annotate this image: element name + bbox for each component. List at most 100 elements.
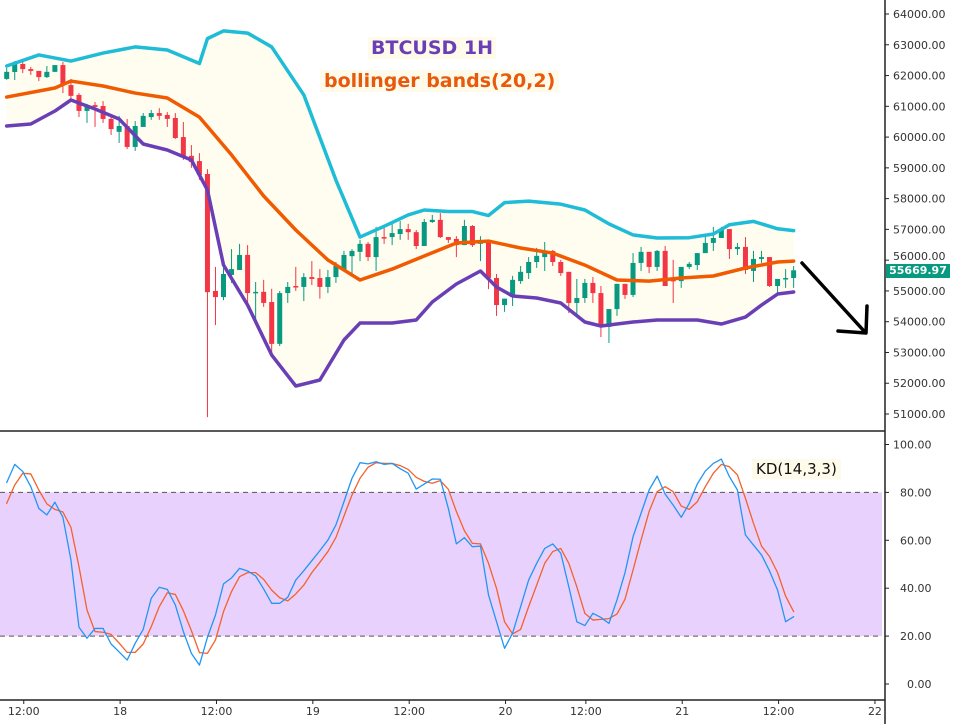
candle — [349, 249, 355, 275]
candle — [124, 118, 130, 150]
candle — [277, 290, 283, 347]
candle — [317, 269, 323, 299]
candle-body — [204, 174, 210, 293]
candle-body — [582, 282, 588, 299]
price-tick-label: 57000.00 — [893, 223, 946, 236]
candle-body — [445, 237, 451, 240]
candle-body — [678, 266, 684, 282]
kd-band-fill — [0, 492, 882, 637]
candle-body — [381, 237, 387, 239]
candle — [92, 102, 98, 127]
candle-body — [28, 69, 34, 71]
candle — [542, 242, 548, 271]
candle-body — [421, 222, 427, 247]
candle-body — [550, 250, 556, 263]
candle-body — [437, 219, 443, 238]
candle — [405, 223, 411, 240]
candle-body — [84, 105, 90, 111]
time-tick-label: 12:00 — [393, 705, 425, 718]
candle-body — [245, 254, 251, 294]
candle-body — [791, 270, 797, 279]
candle — [180, 122, 186, 160]
candle — [582, 278, 588, 303]
candle — [670, 259, 676, 303]
candle-body — [172, 118, 178, 139]
candle — [269, 288, 275, 352]
down-arrow-annotation-head — [836, 304, 869, 335]
candle-body — [759, 257, 765, 259]
candle-body — [108, 118, 114, 130]
candle-body — [20, 64, 26, 70]
price-tick-label: 53000.00 — [893, 346, 946, 359]
price-tick-label: 60000.00 — [893, 131, 946, 144]
candle-body — [558, 262, 564, 274]
candle — [253, 282, 259, 323]
candle-body — [710, 238, 716, 243]
candle-body — [60, 65, 66, 86]
kd-tick-label: 60.00 — [900, 534, 932, 547]
candle — [108, 117, 114, 135]
candle-body — [196, 161, 202, 175]
price-tick-label: 59000.00 — [893, 162, 946, 175]
time-tick-label: 18 — [113, 705, 127, 718]
candle — [558, 259, 564, 276]
candle — [646, 251, 652, 274]
candle — [341, 250, 347, 271]
price-tick-label: 54000.00 — [893, 316, 946, 329]
candle-body — [92, 105, 98, 107]
price-tick-label: 56000.00 — [893, 250, 946, 263]
candle-body — [670, 279, 676, 282]
candle-body — [518, 271, 524, 282]
candle-body — [277, 293, 283, 344]
candle — [285, 282, 291, 303]
candle-body — [534, 255, 540, 263]
candle — [526, 257, 532, 279]
time-tick-label: 12:00 — [570, 705, 602, 718]
candle-body — [590, 282, 596, 294]
candle — [164, 112, 170, 127]
candle-body — [164, 114, 170, 119]
candle-body — [325, 277, 331, 287]
price-pane — [4, 29, 797, 418]
candle — [28, 66, 34, 75]
candle-body — [68, 85, 74, 96]
kd-tick-label: 40.00 — [900, 582, 932, 595]
candle-body — [229, 269, 235, 275]
candle — [309, 261, 315, 286]
candle — [237, 243, 243, 271]
kd-indicator-label: KD(14,3,3) — [752, 459, 841, 479]
candle-body — [12, 64, 18, 73]
candle — [365, 242, 371, 262]
price-tick-label: 51000.00 — [893, 408, 946, 421]
candle — [221, 265, 227, 301]
candle-body — [116, 126, 122, 132]
candle — [156, 108, 162, 120]
candle — [4, 67, 10, 80]
bollinger-lower-line — [4, 98, 796, 388]
candle-body — [726, 229, 732, 250]
candle-body — [397, 229, 403, 235]
candle — [261, 279, 267, 307]
candle-body — [614, 283, 620, 310]
candle — [325, 270, 331, 294]
candle-body — [598, 293, 604, 327]
candle-body — [767, 257, 773, 287]
candle — [622, 283, 628, 299]
candle-body — [742, 246, 748, 271]
candle — [245, 245, 251, 308]
candle — [510, 275, 516, 307]
indicator-subtitle: bollinger bands(20,2) — [320, 70, 560, 92]
candle-body — [654, 250, 660, 267]
candle — [429, 214, 435, 223]
candle-body — [317, 278, 323, 287]
candle-body — [646, 251, 652, 267]
candle-body — [542, 253, 548, 258]
candle-body — [341, 254, 347, 271]
candle-body — [566, 271, 572, 303]
candle-body — [775, 278, 781, 287]
time-tick-label: 19 — [306, 705, 320, 718]
candle-body — [221, 274, 227, 298]
candle-body — [461, 226, 467, 246]
candle — [293, 266, 299, 291]
